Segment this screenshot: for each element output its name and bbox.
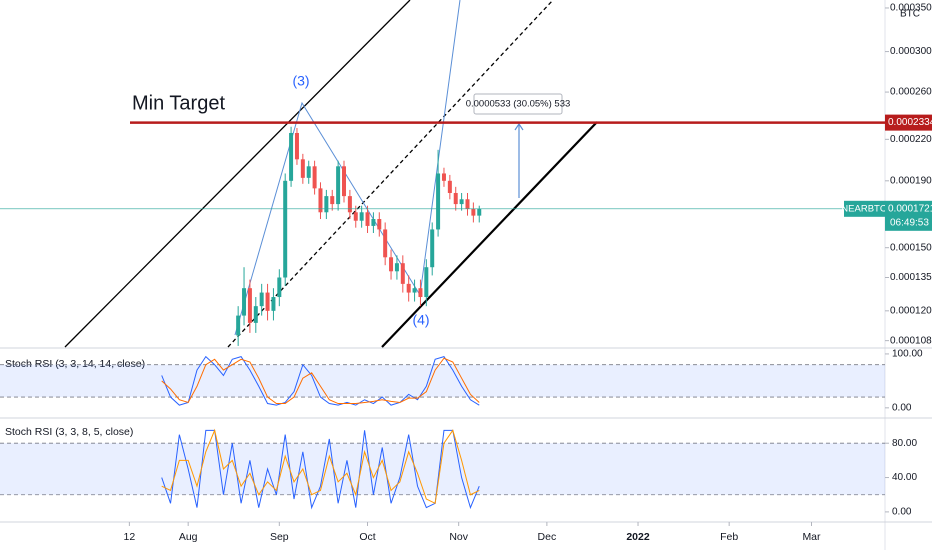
candle-body [330, 196, 335, 205]
candle-body [342, 166, 347, 197]
candle-body [294, 132, 299, 160]
symbol-label: NEARBTC [841, 203, 887, 214]
indicator-title: Stoch RSI (3, 3, 8, 5, close) [5, 426, 133, 438]
candle-body [259, 292, 264, 307]
candle-body [406, 283, 411, 293]
candle-body [265, 292, 270, 311]
candle-body [242, 288, 247, 316]
candle-body [477, 208, 482, 216]
x-tick-label: Mar [802, 531, 821, 543]
candle-body [253, 306, 258, 323]
candle-body [447, 180, 452, 193]
candle-body [383, 229, 388, 258]
y-tick-label: 40.00 [892, 472, 917, 483]
measure-arrow-head [514, 122, 524, 131]
target-value: 0.0002334 [888, 117, 932, 128]
wave-label: (3) [292, 73, 309, 89]
candle-body [400, 263, 405, 284]
band [0, 364, 885, 398]
symbol-tag [844, 200, 885, 217]
candle-body [324, 196, 329, 213]
candle-body [336, 166, 341, 205]
candle-body [306, 166, 311, 178]
x-tick-label: Sep [270, 531, 289, 543]
candle-body [283, 180, 288, 278]
candle-body [471, 208, 476, 216]
y-tick-label: 80.00 [892, 438, 917, 449]
candle-body [277, 277, 282, 298]
x-tick-label: Feb [720, 531, 738, 543]
candle-body [347, 196, 352, 213]
channel-midline [227, 0, 554, 348]
indicator-line [161, 357, 480, 405]
y-tick-label: 0.00 [892, 402, 912, 413]
candle-body [412, 288, 417, 293]
candle-body [453, 192, 458, 205]
candle-body [271, 297, 276, 311]
candle-body [359, 212, 364, 221]
min-target-label: Min Target [132, 92, 225, 114]
countdown: 06:49:53 [890, 217, 929, 228]
price-tag [885, 200, 932, 231]
measure-label: 0.0000533 (30.05%) 533 [466, 99, 571, 110]
x-tick-label: Nov [449, 531, 468, 543]
y-tick-label: 0.00 [892, 507, 912, 518]
support-line [381, 121, 598, 348]
x-tick-label: 2022 [626, 531, 650, 543]
candle-body [300, 159, 305, 178]
candle-body [377, 219, 382, 230]
indicator-title: Stoch RSI (3, 3, 14, 14, close) [5, 358, 145, 370]
candle-body [441, 173, 446, 181]
measure-box [473, 93, 563, 115]
candle-body [394, 263, 399, 272]
x-tick-label: Dec [538, 531, 557, 543]
candle-body [465, 199, 470, 209]
y-tick-label: 100.00 [892, 349, 923, 360]
target-tag [885, 114, 932, 131]
axis-unit: BTC [900, 9, 920, 20]
candle-body [430, 229, 435, 268]
indicator-line [161, 428, 480, 505]
candle-body [318, 188, 323, 213]
candle-body [424, 267, 429, 298]
candle-body [459, 199, 464, 205]
candle-body [365, 212, 370, 226]
channel-line [64, 0, 411, 348]
candle-body [418, 288, 423, 298]
last-price-value: 0.0001721 [888, 203, 932, 214]
wave-line [234, 0, 461, 336]
candle-body [353, 212, 358, 221]
candle-body [436, 173, 441, 230]
candle-body [247, 288, 252, 323]
y-tick-label: 0.0001080 [890, 335, 932, 346]
x-tick-label: Oct [359, 531, 375, 543]
candle-body [236, 315, 241, 336]
candle-body [312, 166, 317, 189]
candle-body [289, 132, 294, 181]
x-tick-label: 12 [124, 531, 136, 543]
wave-label: (4) [412, 312, 429, 328]
candle-body [371, 219, 376, 226]
candle-body [389, 257, 394, 272]
indicator-line [161, 355, 480, 406]
x-tick-label: Aug [179, 531, 198, 543]
